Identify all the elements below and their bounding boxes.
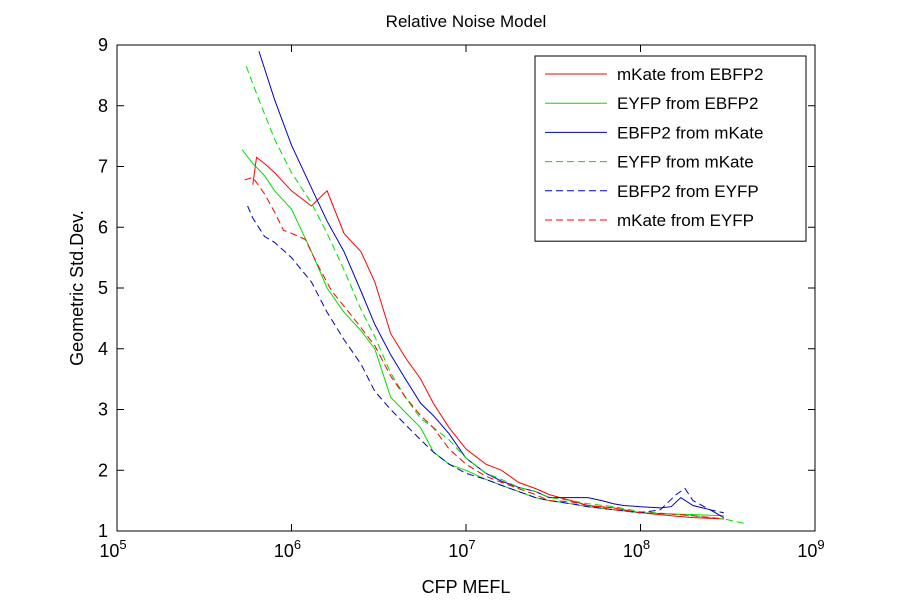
legend-label-6: mKate from EYFP	[617, 211, 754, 230]
series-line-3	[258, 50, 725, 519]
legend-label-2: EYFP from EBFP2	[617, 94, 758, 113]
y-tick-label-1: 1	[98, 521, 108, 541]
legend-box	[534, 55, 807, 242]
x-tick-label-4: 108	[623, 537, 650, 561]
legend-label-4: EYFP from mKate	[617, 153, 754, 172]
x-tick-label-1: 105	[99, 537, 126, 561]
y-axis-label: Geometric Std.Dev.	[67, 210, 87, 366]
x-tick-label-5: 109	[797, 537, 824, 561]
legend-label-3: EBFP2 from mKate	[617, 123, 763, 142]
y-tick-label-7: 7	[98, 157, 108, 177]
x-axis-label: CFP MEFL	[422, 577, 511, 597]
y-tick-label-9: 9	[98, 35, 108, 55]
legend-label-1: mKate from EBFP2	[617, 65, 763, 84]
x-tick-label-2: 106	[274, 537, 301, 561]
y-tick-label-5: 5	[98, 278, 108, 298]
chart-title: Relative Noise Model	[386, 12, 547, 31]
y-tick-label-8: 8	[98, 96, 108, 116]
series-line-4	[245, 66, 746, 525]
y-tick-label-4: 4	[98, 339, 108, 359]
series-line-6	[244, 176, 724, 520]
series-layer	[241, 50, 746, 525]
y-tick-label-2: 2	[98, 460, 108, 480]
y-tick-label-3: 3	[98, 400, 108, 420]
legend-label-5: EBFP2 from EYFP	[617, 182, 759, 201]
x-tick-label-3: 107	[448, 537, 475, 561]
y-tick-label-6: 6	[98, 217, 108, 237]
legend: mKate from EBFP2 EYFP from EBFP2 EBFP2 fro…	[534, 55, 807, 242]
series-line-1	[252, 156, 724, 520]
ticks-layer: 105 106 107 108 109 1 2 3 4 5 6 7 8 9	[98, 35, 825, 561]
series-line-5	[247, 205, 724, 514]
